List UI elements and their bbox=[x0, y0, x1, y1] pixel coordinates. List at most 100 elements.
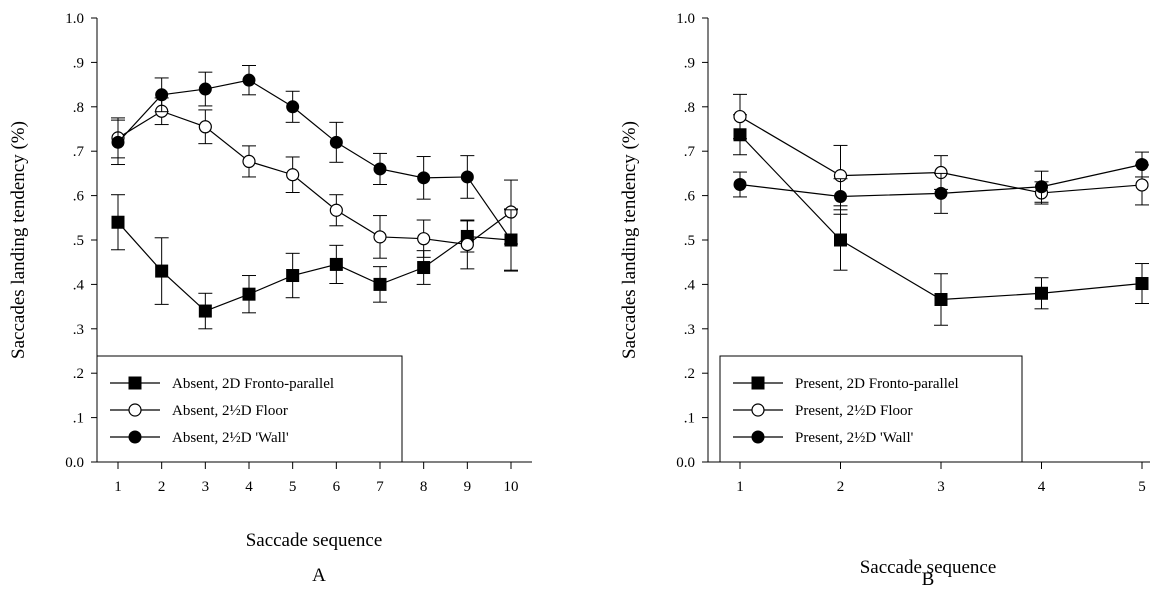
x-axis-label: Saccade sequence bbox=[246, 530, 383, 551]
x-axis-label: Saccade sequence bbox=[860, 557, 997, 578]
legend-label: Present, 2½D 'Wall' bbox=[795, 430, 914, 446]
data-point bbox=[417, 261, 431, 275]
y-tick-label: 1.0 bbox=[65, 11, 84, 27]
y-tick-label: .6 bbox=[73, 189, 85, 205]
y-tick-label: 0.0 bbox=[65, 455, 84, 471]
data-point bbox=[242, 287, 256, 301]
x-tick-label: 7 bbox=[376, 479, 384, 495]
data-point bbox=[460, 237, 474, 252]
legend-box bbox=[96, 355, 403, 463]
y-tick-label: 0.0 bbox=[676, 455, 695, 471]
data-point bbox=[242, 73, 256, 87]
legend-marker bbox=[128, 403, 142, 417]
data-point bbox=[373, 230, 387, 244]
series-line bbox=[117, 221, 512, 312]
data-point bbox=[504, 233, 518, 247]
data-point bbox=[934, 292, 948, 306]
data-point bbox=[834, 189, 847, 203]
y-tick-label: .5 bbox=[684, 233, 695, 249]
data-point bbox=[733, 109, 747, 124]
data-point bbox=[373, 277, 387, 291]
x-tick-label: 9 bbox=[464, 479, 472, 495]
series-line bbox=[117, 79, 512, 241]
x-tick-label: 1 bbox=[114, 479, 122, 495]
legend: Absent, 2D Fronto-parallel Absent, 2½D Fl… bbox=[96, 355, 403, 463]
y-tick-label: .9 bbox=[73, 55, 84, 71]
y-axis-label: Saccades landing tendency (%) bbox=[8, 121, 29, 359]
y-tick-label: .3 bbox=[73, 322, 84, 338]
x-tick-label: 4 bbox=[1038, 479, 1046, 495]
data-point bbox=[286, 269, 300, 283]
x-tick-label: 4 bbox=[245, 479, 253, 495]
series-3 bbox=[733, 151, 1149, 215]
legend-marker bbox=[751, 403, 765, 417]
y-axis-label: Saccades landing tendency (%) bbox=[619, 121, 640, 359]
data-point bbox=[1135, 277, 1149, 291]
legend-label: Absent, 2½D Floor bbox=[172, 403, 288, 419]
x-tick-label: 1 bbox=[736, 479, 744, 495]
y-tick-label: .6 bbox=[684, 189, 696, 205]
series-line bbox=[117, 110, 512, 246]
data-point bbox=[111, 135, 125, 149]
data-point bbox=[373, 162, 387, 176]
data-point bbox=[198, 120, 212, 134]
data-point bbox=[329, 203, 343, 217]
legend-label: Absent, 2D Fronto-parallel bbox=[172, 376, 334, 392]
data-point bbox=[1035, 180, 1048, 194]
data-point bbox=[286, 100, 300, 114]
y-tick-label: .1 bbox=[684, 411, 695, 427]
data-point bbox=[834, 233, 847, 247]
y-tick-label: .3 bbox=[684, 322, 695, 338]
y-tick-label: .9 bbox=[684, 55, 695, 71]
data-point bbox=[329, 135, 343, 149]
data-point bbox=[198, 82, 212, 96]
y-tick-label: .7 bbox=[73, 144, 85, 160]
y-tick-label: .4 bbox=[684, 277, 696, 293]
data-point bbox=[1135, 158, 1149, 172]
series-1 bbox=[733, 114, 1149, 326]
data-point bbox=[198, 304, 212, 318]
x-tick-label: 5 bbox=[1138, 479, 1146, 495]
legend-marker bbox=[128, 376, 142, 390]
data-point bbox=[286, 168, 300, 182]
data-point bbox=[111, 215, 125, 229]
panel-label: A bbox=[312, 565, 326, 586]
legend-marker bbox=[751, 430, 765, 444]
y-tick-label: .4 bbox=[73, 277, 85, 293]
data-point bbox=[460, 170, 474, 184]
data-point bbox=[329, 257, 343, 271]
data-point bbox=[417, 232, 431, 246]
data-point bbox=[155, 88, 169, 102]
legend-box bbox=[719, 355, 1023, 463]
y-tick-label: .7 bbox=[684, 144, 696, 160]
data-point bbox=[242, 154, 256, 169]
legend-marker bbox=[128, 430, 142, 444]
series-1 bbox=[111, 194, 518, 330]
series-2 bbox=[111, 97, 518, 270]
legend-label: Absent, 2½D 'Wall' bbox=[172, 430, 289, 446]
panel-label: B bbox=[922, 569, 935, 590]
data-point bbox=[417, 171, 431, 185]
data-point bbox=[934, 186, 948, 200]
y-tick-label: .5 bbox=[73, 233, 84, 249]
panel-a: 0.0 .1 .2 .3 .4 .5 .6 .7 .8 .9 1.0 1 2 3 4 5 6 7 8 9 10 Sacca… bbox=[8, 11, 532, 586]
data-point bbox=[1135, 178, 1149, 192]
y-tick-label: .2 bbox=[684, 366, 695, 382]
y-tick-label: .2 bbox=[73, 366, 84, 382]
x-tick-label: 5 bbox=[289, 479, 297, 495]
panel-b: 0.0 .1 .2 .3 .4 .5 .6 .7 .8 .9 1.0 1 2 3 4 5 Saccades la… bbox=[619, 11, 1150, 590]
series-3 bbox=[111, 65, 518, 271]
x-tick-label: 8 bbox=[420, 479, 428, 495]
x-tick-label: 2 bbox=[158, 479, 166, 495]
x-tick-label: 2 bbox=[837, 479, 845, 495]
data-point bbox=[1035, 286, 1048, 300]
x-tick-label: 3 bbox=[937, 479, 945, 495]
y-tick-label: 1.0 bbox=[676, 11, 695, 27]
legend-label: Present, 2½D Floor bbox=[795, 403, 913, 419]
x-tick-label: 3 bbox=[202, 479, 210, 495]
y-tick-label: .1 bbox=[73, 411, 84, 427]
y-tick-label: .8 bbox=[73, 100, 84, 116]
legend: Present, 2D Fronto-parallel Present, 2½D … bbox=[719, 355, 1023, 463]
data-point bbox=[155, 264, 169, 278]
